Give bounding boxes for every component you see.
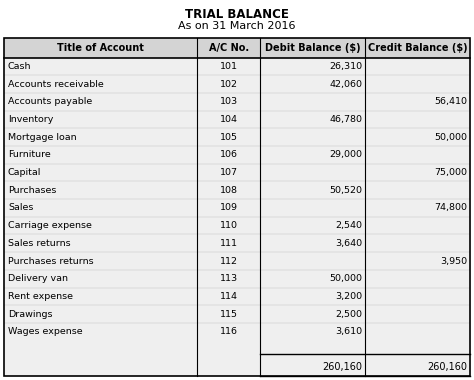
- Text: 103: 103: [220, 97, 238, 106]
- Text: Furniture: Furniture: [8, 150, 51, 159]
- Text: 106: 106: [220, 150, 238, 159]
- Text: Credit Balance ($): Credit Balance ($): [368, 43, 467, 53]
- Text: Cash: Cash: [8, 62, 31, 71]
- Text: Mortgage loan: Mortgage loan: [8, 133, 77, 142]
- Text: 108: 108: [220, 186, 238, 195]
- Text: 260,160: 260,160: [322, 362, 362, 372]
- Text: 115: 115: [220, 310, 238, 318]
- Text: 101: 101: [220, 62, 238, 71]
- Text: 50,520: 50,520: [329, 186, 362, 195]
- Text: As on 31 March 2016: As on 31 March 2016: [178, 21, 296, 31]
- Text: 56,410: 56,410: [434, 97, 467, 106]
- Text: 75,000: 75,000: [434, 168, 467, 177]
- Text: 107: 107: [220, 168, 238, 177]
- Text: Wages expense: Wages expense: [8, 327, 82, 336]
- Text: Debit Balance ($): Debit Balance ($): [265, 43, 361, 53]
- Text: 2,500: 2,500: [335, 310, 362, 318]
- Text: 2,540: 2,540: [335, 221, 362, 230]
- Text: Purchases: Purchases: [8, 186, 56, 195]
- Text: 260,160: 260,160: [427, 362, 467, 372]
- Text: Rent expense: Rent expense: [8, 292, 73, 301]
- Text: 3,640: 3,640: [335, 239, 362, 248]
- Text: Capital: Capital: [8, 168, 41, 177]
- Text: 26,310: 26,310: [329, 62, 362, 71]
- Text: Drawings: Drawings: [8, 310, 53, 318]
- Text: A/C No.: A/C No.: [209, 43, 249, 53]
- Text: 114: 114: [220, 292, 238, 301]
- Text: 113: 113: [220, 274, 238, 283]
- Text: 50,000: 50,000: [434, 133, 467, 142]
- Text: 74,800: 74,800: [434, 203, 467, 212]
- Text: 104: 104: [220, 115, 238, 124]
- Text: 105: 105: [220, 133, 238, 142]
- Text: 3,950: 3,950: [440, 256, 467, 266]
- Text: 50,000: 50,000: [329, 274, 362, 283]
- Text: Sales: Sales: [8, 203, 33, 212]
- Text: 112: 112: [220, 256, 238, 266]
- Bar: [4, 38, 470, 376]
- Text: Title of Account: Title of Account: [57, 43, 144, 53]
- Text: Purchases returns: Purchases returns: [8, 256, 94, 266]
- Text: 109: 109: [220, 203, 238, 212]
- Text: 29,000: 29,000: [329, 150, 362, 159]
- Text: Accounts receivable: Accounts receivable: [8, 79, 104, 89]
- Text: Inventory: Inventory: [8, 115, 54, 124]
- Bar: [4, 38, 470, 57]
- Text: Accounts payable: Accounts payable: [8, 97, 92, 106]
- Text: 42,060: 42,060: [329, 79, 362, 89]
- Text: 46,780: 46,780: [329, 115, 362, 124]
- Text: TRIAL BALANCE: TRIAL BALANCE: [185, 8, 289, 21]
- Text: 3,200: 3,200: [335, 292, 362, 301]
- Text: Carriage expense: Carriage expense: [8, 221, 92, 230]
- Text: 111: 111: [220, 239, 238, 248]
- Text: 110: 110: [220, 221, 238, 230]
- Text: 116: 116: [220, 327, 238, 336]
- Text: Sales returns: Sales returns: [8, 239, 71, 248]
- Bar: [4, 57, 470, 376]
- Text: 3,610: 3,610: [335, 327, 362, 336]
- Text: 102: 102: [220, 79, 238, 89]
- Text: Delivery van: Delivery van: [8, 274, 68, 283]
